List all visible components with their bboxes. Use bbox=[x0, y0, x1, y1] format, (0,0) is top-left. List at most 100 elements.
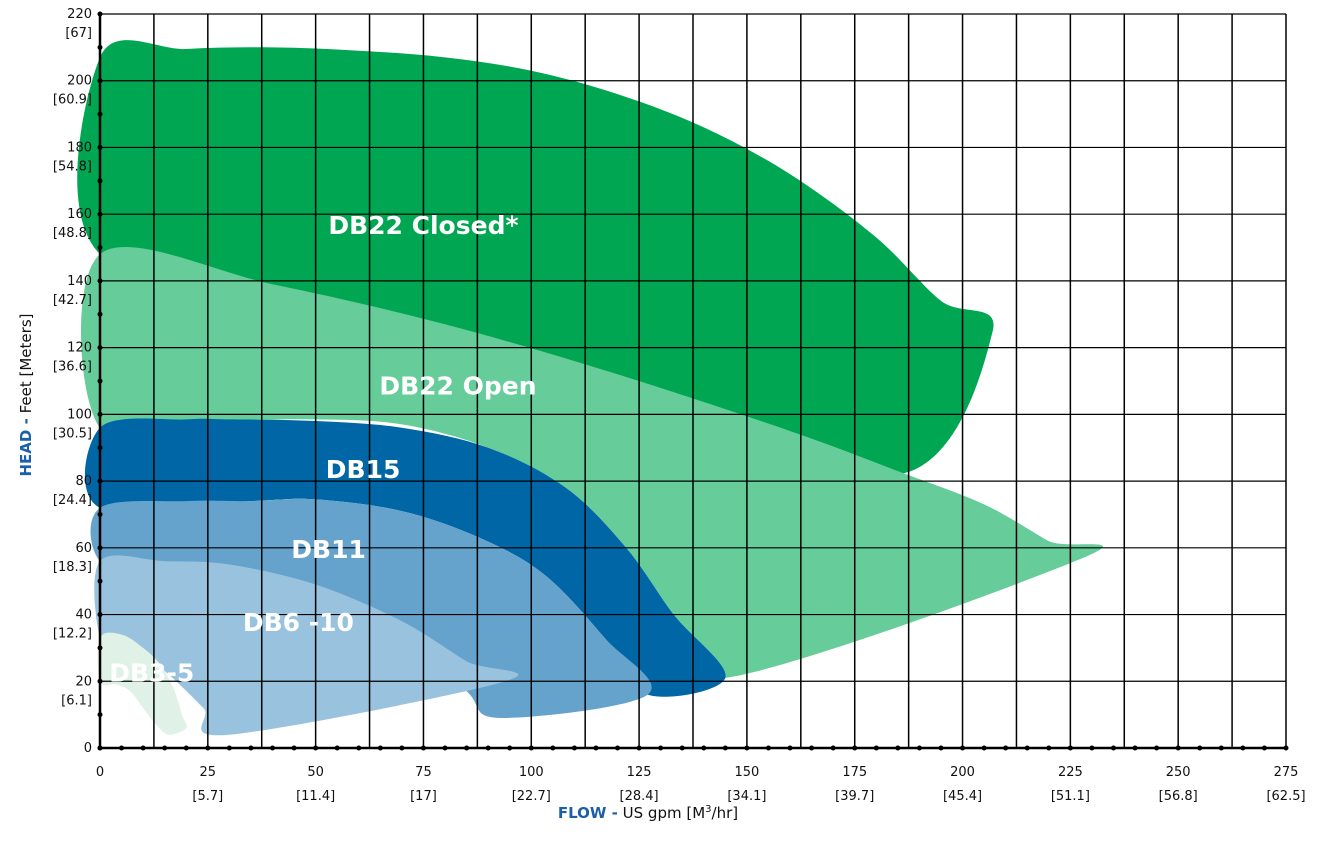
x-minor-tick bbox=[830, 745, 836, 751]
y-tick-label: 40 bbox=[75, 608, 92, 623]
x-tick-label: 0 bbox=[96, 765, 104, 780]
y-minor-tick bbox=[97, 511, 103, 517]
region-db22-open bbox=[81, 247, 1104, 680]
x-minor-tick bbox=[1218, 745, 1224, 751]
x-tick-sublabel: [56.8] bbox=[1159, 789, 1198, 804]
y-tick-label: 180 bbox=[67, 140, 92, 155]
x-tick-sublabel: [34.1] bbox=[727, 789, 766, 804]
x-minor-tick bbox=[916, 745, 922, 751]
x-minor-tick bbox=[119, 745, 125, 751]
x-minor-tick bbox=[464, 745, 470, 751]
x-tick-sublabel: [22.7] bbox=[512, 789, 551, 804]
x-tick-label: 50 bbox=[307, 765, 324, 780]
y-minor-tick bbox=[97, 178, 103, 184]
y-tick-sublabel: [30.5] bbox=[53, 426, 92, 441]
y-minor-tick bbox=[97, 11, 103, 17]
y-tick-label: 220 bbox=[67, 7, 92, 22]
region-label-db22-open: DB22 Open bbox=[379, 371, 536, 400]
y-tick-label: 20 bbox=[75, 674, 92, 689]
x-minor-tick bbox=[183, 745, 189, 751]
y-minor-tick bbox=[97, 144, 103, 150]
x-tick-label: 275 bbox=[1274, 765, 1299, 780]
x-minor-tick bbox=[1175, 745, 1181, 751]
x-minor-tick bbox=[658, 745, 664, 751]
x-minor-tick bbox=[679, 745, 685, 751]
x-minor-tick bbox=[636, 745, 642, 751]
y-minor-tick bbox=[97, 44, 103, 50]
x-minor-tick bbox=[162, 745, 168, 751]
y-minor-tick bbox=[97, 311, 103, 317]
y-minor-tick bbox=[97, 745, 103, 751]
x-minor-tick bbox=[1154, 745, 1160, 751]
x-minor-tick bbox=[1283, 745, 1289, 751]
x-minor-tick bbox=[442, 745, 448, 751]
region-labels: DB22 Closed* DB22 Open DB15 DB11 DB6 -10 DB3-… bbox=[109, 211, 536, 687]
x-minor-tick bbox=[1024, 745, 1030, 751]
x-minor-tick bbox=[550, 745, 556, 751]
y-tick-sublabel: [24.4] bbox=[53, 493, 92, 508]
x-minor-tick bbox=[895, 745, 901, 751]
x-minor-tick bbox=[787, 745, 793, 751]
y-minor-tick bbox=[97, 545, 103, 551]
region-db22-closed bbox=[77, 40, 994, 476]
x-minor-tick bbox=[420, 745, 426, 751]
y-minor-tick bbox=[97, 278, 103, 284]
x-minor-tick bbox=[334, 745, 340, 751]
x-minor-tick bbox=[722, 745, 728, 751]
x-minor-tick bbox=[205, 745, 211, 751]
y-minor-tick bbox=[97, 411, 103, 417]
x-tick-sublabel: [17] bbox=[410, 789, 437, 804]
x-minor-tick bbox=[1089, 745, 1095, 751]
region-label-db11: DB11 bbox=[291, 535, 366, 564]
x-tick-sublabel: [39.7] bbox=[835, 789, 874, 804]
y-minor-tick bbox=[97, 645, 103, 651]
y-axis-title-rest: Feet [Meters] bbox=[17, 313, 35, 414]
x-tick-label: 75 bbox=[415, 765, 432, 780]
y-tick-sublabel: [67] bbox=[65, 26, 92, 41]
x-tick-label: 25 bbox=[200, 765, 217, 780]
region-label-db3-5: DB3-5 bbox=[109, 658, 194, 687]
x-minor-tick bbox=[485, 745, 491, 751]
y-minor-tick bbox=[97, 345, 103, 351]
y-tick-label: 80 bbox=[75, 474, 92, 489]
region-label-db22-closed: DB22 Closed* bbox=[328, 211, 518, 240]
x-minor-tick bbox=[1067, 745, 1073, 751]
x-tick-sublabel: [62.5] bbox=[1266, 789, 1305, 804]
y-minor-tick bbox=[97, 578, 103, 584]
x-tick-label: 175 bbox=[842, 765, 867, 780]
y-minor-tick bbox=[97, 445, 103, 451]
x-minor-tick bbox=[507, 745, 513, 751]
x-minor-tick bbox=[1197, 745, 1203, 751]
x-minor-tick bbox=[809, 745, 815, 751]
x-minor-tick bbox=[571, 745, 577, 751]
x-tick-sublabel: [28.4] bbox=[620, 789, 659, 804]
x-minor-tick bbox=[1132, 745, 1138, 751]
y-tick-sublabel: [60.9] bbox=[53, 93, 92, 108]
y-minor-tick bbox=[97, 111, 103, 117]
x-minor-tick bbox=[593, 745, 599, 751]
x-axis-title: FLOW - US gpm [M3/hr] bbox=[558, 804, 738, 822]
tick-labels: 0 25 [5.7] 50 [11.4] 75 [17] 100 [22.7] 125 [28.4]… bbox=[53, 7, 1306, 804]
region-db6-10 bbox=[94, 555, 519, 736]
x-minor-tick bbox=[744, 745, 750, 751]
y-tick-sublabel: [6.1] bbox=[61, 693, 92, 708]
x-minor-tick bbox=[1046, 745, 1052, 751]
y-tick-label: 140 bbox=[67, 274, 92, 289]
region-label-db15: DB15 bbox=[326, 455, 401, 484]
performance-regions bbox=[77, 40, 1104, 736]
x-axis-title-strong: FLOW - bbox=[557, 804, 618, 822]
y-tick-label: 0 bbox=[84, 741, 92, 756]
x-tick-label: 250 bbox=[1166, 765, 1191, 780]
x-minor-tick bbox=[873, 745, 879, 751]
y-tick-label: 60 bbox=[75, 541, 92, 556]
x-minor-tick bbox=[615, 745, 621, 751]
y-tick-label: 160 bbox=[67, 207, 92, 222]
x-tick-label: 100 bbox=[519, 765, 544, 780]
y-minor-tick bbox=[97, 245, 103, 251]
y-minor-tick bbox=[97, 78, 103, 84]
x-minor-tick bbox=[1110, 745, 1116, 751]
y-tick-label: 100 bbox=[67, 407, 92, 422]
x-minor-tick bbox=[140, 745, 146, 751]
x-minor-tick bbox=[701, 745, 707, 751]
y-tick-label: 120 bbox=[67, 341, 92, 356]
